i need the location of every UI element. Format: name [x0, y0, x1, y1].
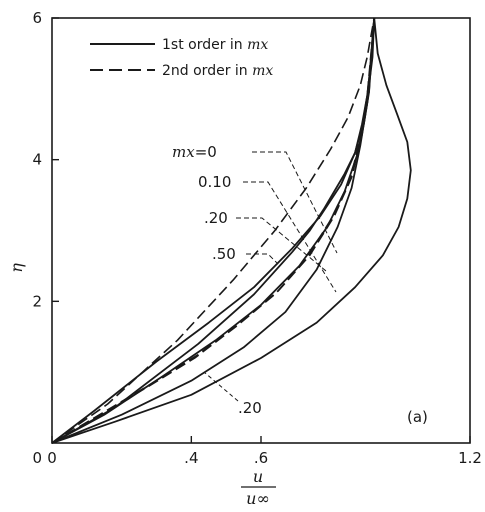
annotation-0-50: .50	[212, 245, 236, 263]
origin-tick-label: 0	[32, 449, 42, 467]
axis-ticks: 0 .4 .6 1.2 2 4 6 0	[32, 9, 481, 467]
dashed-curve-8	[51, 17, 375, 444]
curve-annotations: mx=0 0.10 .20 .50 .20	[172, 143, 338, 417]
leader-0-20-lower	[203, 371, 239, 402]
panel-label: (a)	[407, 408, 428, 426]
y-tick-label: 2	[32, 292, 42, 310]
y-tick-label: 4	[32, 151, 42, 169]
annotation-mx-zero: mx=0	[172, 143, 217, 161]
x-axis-label: u u∞	[241, 467, 276, 508]
plot-frame	[51, 17, 471, 444]
leader-0-10	[243, 181, 337, 293]
leader-0-20	[236, 217, 327, 272]
dashed-curve-6	[51, 17, 375, 444]
curves	[51, 17, 412, 444]
x-tick-label: .6	[254, 449, 268, 467]
annotation-0-10: 0.10	[198, 173, 231, 191]
y-axis-label: η	[7, 263, 26, 273]
y-tick-label: 6	[32, 9, 42, 27]
solid-curve-5	[51, 17, 412, 444]
annotation-0-20-lower: .20	[238, 399, 262, 417]
leader-mx-zero	[252, 151, 338, 254]
legend: 1st order in mx 2nd order in mx	[90, 37, 273, 79]
x-tick-label: 1.2	[458, 449, 482, 467]
legend-entry-1st-order: 1st order in mx	[162, 37, 268, 53]
x-tick-label: 0	[47, 449, 57, 467]
annotation-0-20: .20	[204, 209, 228, 227]
x-tick-label: .4	[184, 449, 198, 467]
legend-entry-2nd-order: 2nd order in mx	[162, 63, 273, 79]
x-axis-label-numerator: u	[253, 467, 263, 486]
leader-0-50	[246, 253, 279, 265]
x-axis-label-denominator: u∞	[246, 489, 270, 508]
